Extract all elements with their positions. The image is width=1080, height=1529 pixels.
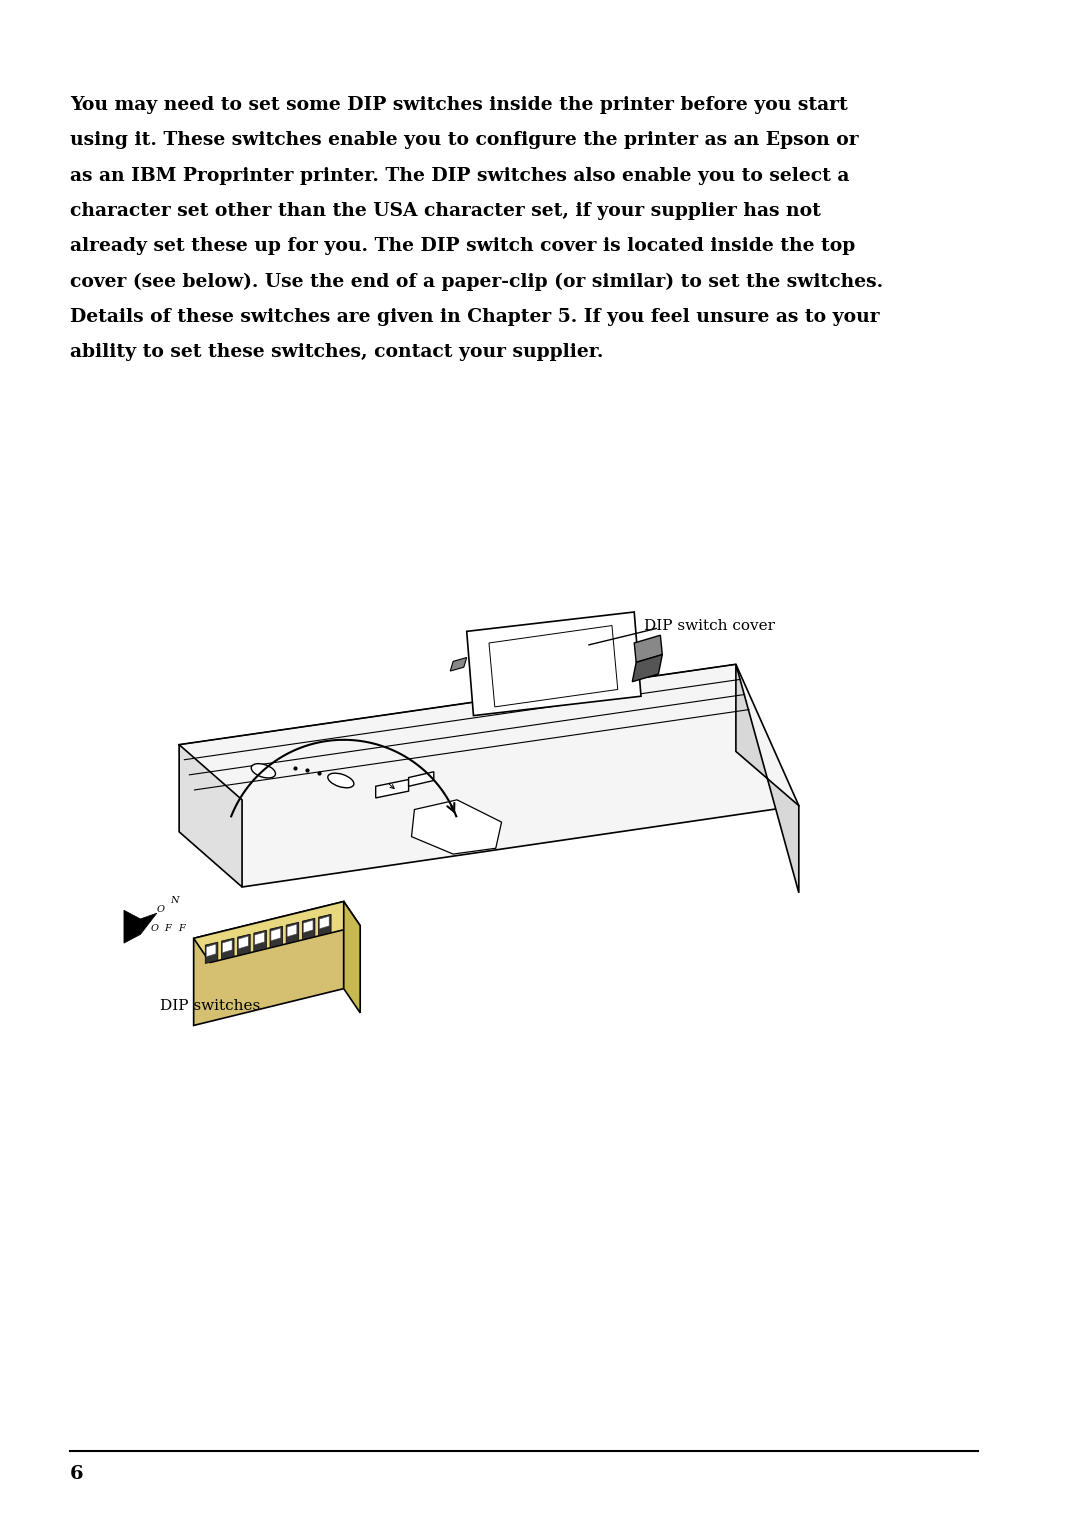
- Polygon shape: [193, 902, 343, 1026]
- Text: using it. These switches enable you to configure the printer as an Epson or: using it. These switches enable you to c…: [70, 131, 859, 150]
- Polygon shape: [320, 916, 329, 928]
- Polygon shape: [179, 745, 242, 887]
- Text: You may need to set some DIP switches inside the printer before you start: You may need to set some DIP switches in…: [70, 96, 848, 113]
- Text: ability to set these switches, contact your supplier.: ability to set these switches, contact y…: [70, 344, 603, 361]
- Polygon shape: [205, 942, 218, 963]
- Text: F: F: [164, 924, 172, 933]
- Polygon shape: [206, 943, 216, 957]
- Text: as an IBM Proprinter printer. The DIP switches also enable you to select a: as an IBM Proprinter printer. The DIP sw…: [70, 167, 849, 185]
- Polygon shape: [124, 910, 140, 943]
- Polygon shape: [179, 664, 799, 887]
- Text: F: F: [178, 924, 185, 933]
- Polygon shape: [193, 902, 361, 963]
- Polygon shape: [302, 919, 315, 939]
- Polygon shape: [140, 913, 157, 934]
- Polygon shape: [408, 772, 434, 786]
- Polygon shape: [254, 930, 267, 951]
- Polygon shape: [450, 657, 467, 671]
- Polygon shape: [411, 800, 501, 855]
- Polygon shape: [632, 654, 662, 682]
- Text: Details of these switches are given in Chapter 5. If you feel unsure as to your: Details of these switches are given in C…: [70, 307, 879, 326]
- Text: cover (see below). Use the end of a paper-clip (or similar) to set the switches.: cover (see below). Use the end of a pape…: [70, 272, 882, 291]
- Text: O: O: [157, 905, 165, 914]
- Polygon shape: [634, 635, 662, 662]
- Polygon shape: [735, 664, 799, 893]
- Polygon shape: [271, 928, 281, 940]
- Text: DIP switches: DIP switches: [160, 1000, 260, 1014]
- Polygon shape: [255, 933, 265, 945]
- Polygon shape: [222, 940, 232, 953]
- Text: O: O: [151, 924, 159, 933]
- Text: character set other than the USA character set, if your supplier has not: character set other than the USA charact…: [70, 202, 821, 220]
- Text: N: N: [171, 896, 179, 905]
- Text: 6: 6: [70, 1465, 83, 1483]
- Text: DIP switch cover: DIP switch cover: [644, 619, 775, 633]
- Polygon shape: [238, 934, 251, 956]
- Polygon shape: [303, 920, 313, 933]
- Text: already set these up for you. The DIP switch cover is located inside the top: already set these up for you. The DIP sw…: [70, 237, 855, 255]
- Ellipse shape: [252, 763, 275, 778]
- Polygon shape: [467, 612, 642, 716]
- Polygon shape: [270, 927, 283, 948]
- Polygon shape: [221, 939, 234, 960]
- Polygon shape: [376, 780, 408, 798]
- Polygon shape: [319, 914, 332, 936]
- Polygon shape: [343, 902, 361, 1012]
- Ellipse shape: [328, 774, 354, 787]
- Polygon shape: [239, 936, 248, 948]
- Polygon shape: [286, 922, 299, 943]
- Polygon shape: [287, 924, 297, 937]
